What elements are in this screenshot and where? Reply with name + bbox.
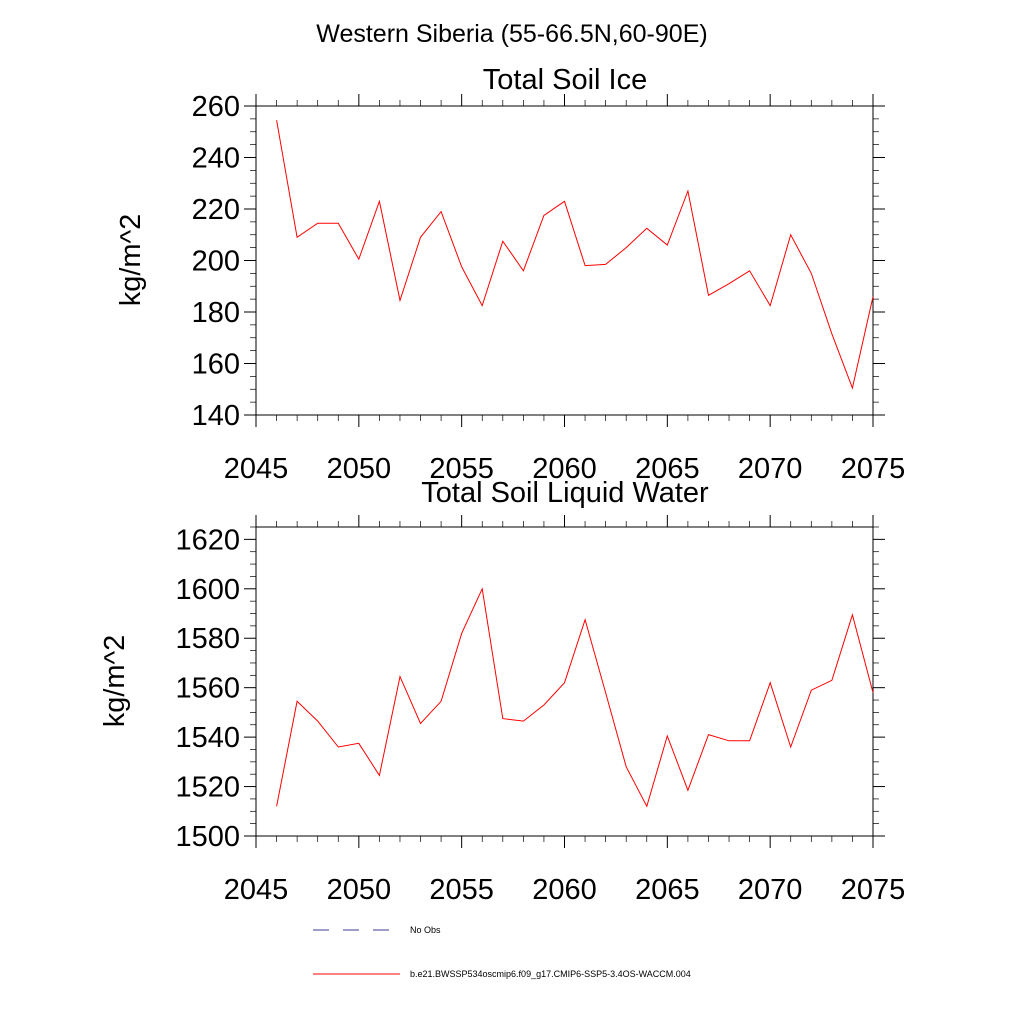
y-tick-label: 200 (192, 246, 240, 278)
x-tick-label: 2060 (532, 453, 597, 485)
x-tick-label: 2045 (224, 874, 289, 906)
legend-label-model-run: b.e21.BWSSP534oscmip6.f09_g17.CMIP6-SSP5… (410, 969, 691, 979)
x-tick-label: 2075 (841, 453, 906, 485)
x-tick-label: 2060 (532, 874, 597, 906)
x-tick-label: 2050 (327, 874, 392, 906)
series-line (276, 587, 874, 808)
y-tick-label: 160 (192, 349, 240, 381)
x-tick-label: 2065 (635, 874, 700, 906)
figure-title: Western Siberia (55-66.5N,60-90E) (316, 20, 707, 48)
panel-title: Total Soil Liquid Water (421, 477, 709, 509)
y-tick-label: 1580 (175, 623, 240, 655)
y-tick-label: 1500 (175, 821, 240, 853)
plot-frame (255, 105, 874, 416)
y-tick-label: 240 (192, 143, 240, 175)
y-tick-label: 1600 (175, 574, 240, 606)
x-tick-label: 2075 (841, 874, 906, 906)
x-tick-label: 2070 (738, 874, 803, 906)
x-tick-label: 2045 (224, 453, 289, 485)
x-tick-label: 2055 (429, 874, 494, 906)
panel-title: Total Soil Ice (483, 64, 647, 96)
y-axis-label: kg/m^2 (99, 635, 131, 728)
soil-liquid-water-panel: Total Soil Liquid Water kg/m^2 1500 1520 1… (99, 477, 905, 906)
x-tick-label: 2050 (327, 453, 392, 485)
y-tick-label: 140 (192, 400, 240, 432)
y-tick-label: 1560 (175, 673, 240, 705)
legend-label-no-obs: No Obs (410, 925, 441, 935)
soil-ice-panel: Total Soil Ice kg/m^2 140 160 180 200 220 240… (115, 64, 905, 485)
y-tick-label: 260 (192, 91, 240, 123)
y-tick-label: 1520 (175, 772, 240, 804)
y-axis-label: kg/m^2 (115, 214, 147, 307)
x-tick-label: 2070 (738, 453, 803, 485)
x-tick-label: 2055 (429, 453, 494, 485)
legend: No Obs b.e21.BWSSP534oscmip6.f09_g17.CMI… (313, 925, 691, 979)
x-tick-label: 2065 (635, 453, 700, 485)
series-line (276, 120, 874, 390)
y-tick-label: 180 (192, 297, 240, 329)
y-tick-label: 1620 (175, 524, 240, 556)
y-tick-label: 220 (192, 194, 240, 226)
y-tick-label: 1540 (175, 722, 240, 754)
